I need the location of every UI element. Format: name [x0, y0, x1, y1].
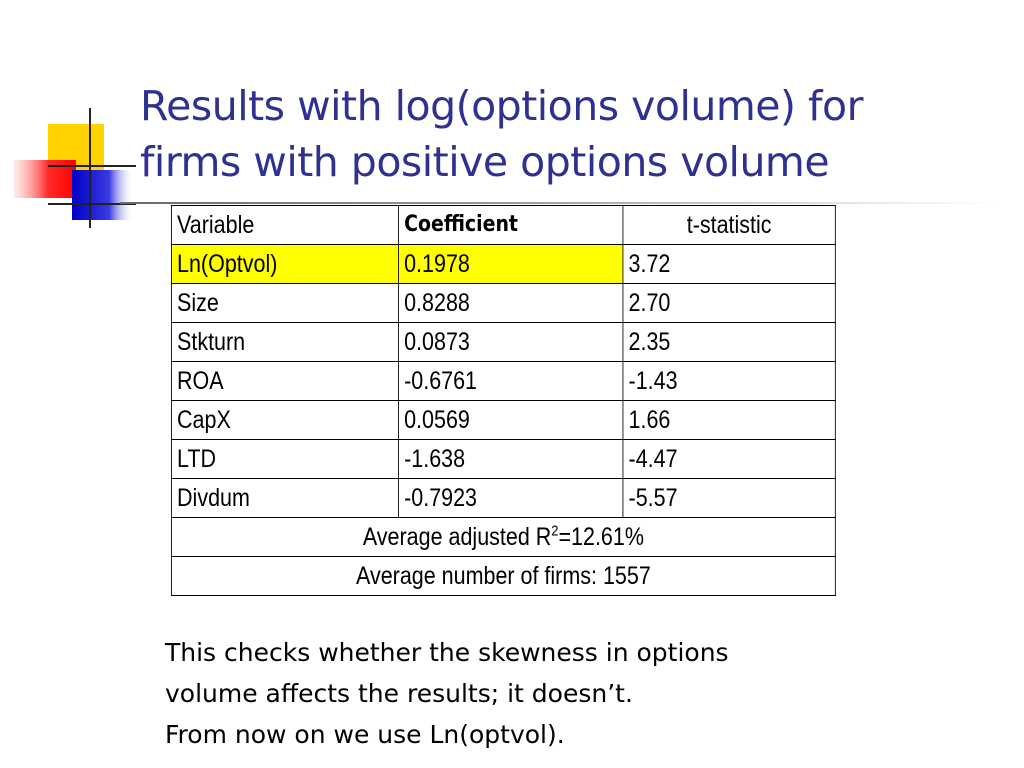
table-row: Ln(Optvol) 0.1978 3.72 [170, 244, 836, 284]
cell-coefficient: 0.0569 [398, 400, 624, 440]
table-row: CapX 0.0569 1.66 [170, 400, 836, 440]
r2-prefix: Average adjusted R [362, 523, 552, 551]
results-table: Variable Coefficient t-statistic Ln(Optv… [170, 205, 836, 596]
cell-coefficient: 0.0873 [398, 322, 624, 362]
cell-t-statistic: 3.72 [622, 244, 836, 284]
cell-variable: Ln(Optvol) [170, 244, 399, 284]
logo-graphic-icon [14, 108, 136, 228]
header-variable: Variable [170, 205, 399, 245]
cell-coefficient: 0.8288 [398, 283, 624, 323]
cell-t-statistic: 2.35 [622, 322, 836, 362]
slide-logo [0, 0, 170, 240]
table-row: ROA -0.6761 -1.43 [170, 361, 836, 401]
title-line-2: firms with positive options volume [140, 138, 830, 186]
table-header-row: Variable Coefficient t-statistic [170, 205, 836, 245]
cell-variable: ROA [170, 361, 399, 401]
note-line-2: volume affects the results; it doesn’t. [165, 679, 633, 708]
cell-t-statistic: 1.66 [622, 400, 836, 440]
cell-coefficient: -0.7923 [398, 478, 624, 518]
cell-variable: Size [170, 283, 399, 323]
table-row: Size 0.8288 2.70 [170, 283, 836, 323]
header-t-statistic: t-statistic [622, 205, 836, 245]
r2-suffix: =12.61% [558, 523, 644, 551]
cell-coefficient: 0.1978 [398, 244, 624, 284]
header-coefficient: Coefficient [398, 205, 624, 245]
table-row: Stkturn 0.0873 2.35 [170, 322, 836, 362]
slide-note: This checks whether the skewness in opti… [165, 632, 729, 755]
cell-t-statistic: -5.57 [622, 478, 836, 518]
title-line-1: Results with log(options volume) for [140, 82, 863, 130]
adjusted-r2-cell: Average adjusted R2=12.61% [170, 517, 836, 557]
cell-coefficient: -0.6761 [398, 361, 624, 401]
cell-variable: LTD [170, 439, 399, 479]
r2-superscript: 2 [551, 522, 559, 540]
note-line-1: This checks whether the skewness in opti… [165, 638, 729, 667]
cell-variable: Divdum [170, 478, 399, 518]
firms-count-cell: Average number of firms: 1557 [170, 556, 836, 596]
cell-t-statistic: -4.47 [622, 439, 836, 479]
table-row: Divdum -0.7923 -5.57 [170, 478, 836, 518]
cell-t-statistic: 2.70 [622, 283, 836, 323]
table-row: LTD -1.638 -4.47 [170, 439, 836, 479]
table-footer-firms: Average number of firms: 1557 [170, 556, 836, 596]
title-divider [120, 202, 1000, 204]
slide-title: Results with log(options volume) for fir… [140, 78, 1000, 190]
cell-coefficient: -1.638 [398, 439, 624, 479]
table-footer-r2: Average adjusted R2=12.61% [170, 517, 836, 557]
cell-t-statistic: -1.43 [622, 361, 836, 401]
note-line-3: From now on we use Ln(optvol). [165, 720, 565, 749]
cell-variable: CapX [170, 400, 399, 440]
cell-variable: Stkturn [170, 322, 399, 362]
